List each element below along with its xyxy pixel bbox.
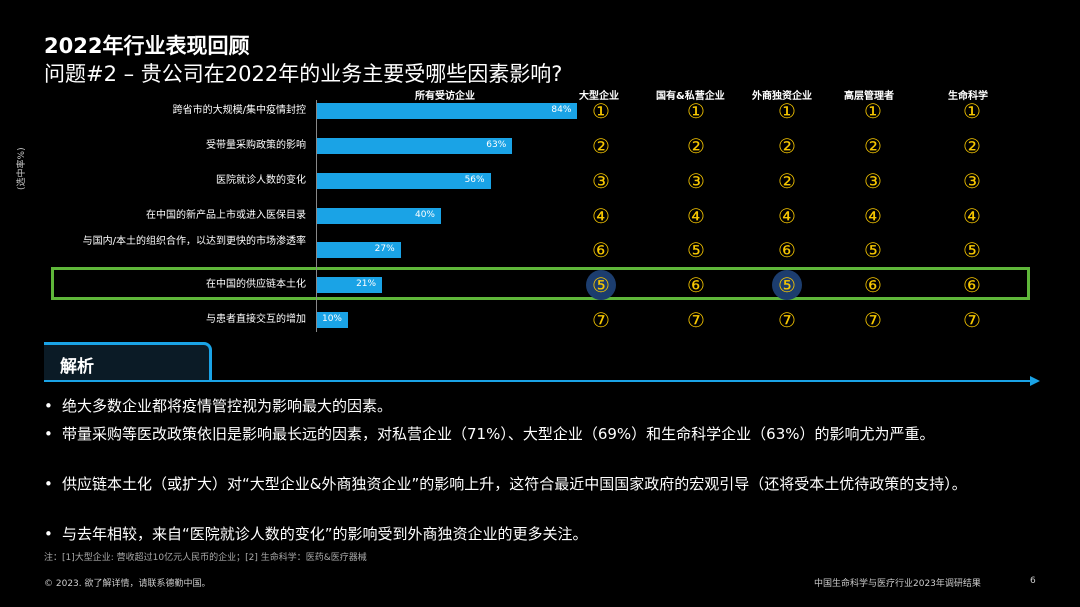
- y-axis-label: (选中率%): [17, 147, 27, 190]
- rank-marker: ⑥: [963, 273, 981, 297]
- column-header-state-private: 国有&私营企业: [656, 91, 725, 102]
- chart-axis-line: [316, 100, 317, 332]
- rank-marker: ⑥: [687, 273, 705, 297]
- highlight-box: [51, 267, 1030, 300]
- analysis-bullet-text: 与去年相较，来自“医院就诊人数的变化”的影响受到外商独资企业的更多关注。: [62, 525, 588, 543]
- analysis-bullet: • 与去年相较，来自“医院就诊人数的变化”的影响受到外商独资企业的更多关注。: [44, 523, 1044, 545]
- analysis-bullet: • 供应链本土化（或扩大）对“大型企业&外商独资企业”的影响上升，这符合最近中国…: [44, 473, 1044, 495]
- page-number: 6: [1030, 576, 1036, 586]
- rank-marker: ⑥: [864, 273, 882, 297]
- rank-marker: ②: [864, 134, 882, 158]
- rank-marker: ①: [864, 99, 882, 123]
- bar: 56%: [317, 173, 491, 189]
- column-header-large: 大型企业: [579, 91, 619, 102]
- analysis-bullet-text: 带量采购等医改政策依旧是影响最长远的因素，对私营企业（71%）、大型企业（69%…: [62, 425, 935, 443]
- category-label: 与患者直接交互的增加: [206, 314, 306, 325]
- column-header-life-science: 生命科学: [948, 91, 988, 102]
- rank-marker: ⑦: [687, 308, 705, 332]
- bar-value-label: 27%: [374, 244, 395, 254]
- rank-marker: ⑦: [778, 308, 796, 332]
- bullet-dot-icon: •: [44, 397, 53, 415]
- rank-marker: ⑤: [864, 238, 882, 262]
- rank-marker: ④: [687, 204, 705, 228]
- page-subtitle: 问题#2 – 贵公司在2022年的业务主要受哪些因素影响?: [44, 62, 563, 86]
- bar-value-label: 21%: [356, 279, 377, 289]
- rank-marker: ②: [778, 169, 796, 193]
- rank-marker: ①: [687, 99, 705, 123]
- footnote: 注：[1]大型企业: 营收超过10亿元人民币的企业；[2] 生命科学：医药&医疗…: [44, 553, 367, 563]
- bar: 27%: [317, 242, 401, 258]
- rank-marker: ②: [778, 134, 796, 158]
- analysis-bullet-text: 绝大多数企业都将疫情管控视为影响最大的因素。: [62, 397, 393, 415]
- rank-marker: ⑤: [772, 270, 802, 300]
- rank-marker: ③: [963, 169, 981, 193]
- analysis-bullet: • 带量采购等医改政策依旧是影响最长远的因素，对私营企业（71%）、大型企业（6…: [44, 423, 1044, 445]
- copyright: © 2023. 欲了解详情，请联系德勤中国。: [44, 579, 211, 589]
- analysis-bullet: • 绝大多数企业都将疫情管控视为影响最大的因素。: [44, 395, 1044, 417]
- category-label: 在中国的新产品上市或进入医保目录: [146, 210, 306, 221]
- rank-marker: ④: [778, 204, 796, 228]
- rank-marker: ⑤: [586, 270, 616, 300]
- rank-marker: ②: [592, 134, 610, 158]
- column-header-foreign: 外商独资企业: [752, 91, 812, 102]
- rank-marker: ①: [778, 99, 796, 123]
- rank-marker: ⑥: [778, 238, 796, 262]
- category-label: 医院就诊人数的变化: [216, 175, 306, 186]
- page-title: 2022年行业表现回顾: [44, 34, 250, 58]
- analysis-bullet-text: 供应链本土化（或扩大）对“大型企业&外商独资企业”的影响上升，这符合最近中国国家…: [62, 475, 967, 493]
- analysis-title: 解析: [60, 357, 94, 377]
- bar: 63%: [317, 138, 513, 154]
- rank-marker: ③: [864, 169, 882, 193]
- bar-value-label: 63%: [486, 140, 507, 150]
- analysis-arrow-icon: [1030, 376, 1040, 386]
- rank-marker: ①: [592, 99, 610, 123]
- bullet-dot-icon: •: [44, 425, 53, 443]
- rank-marker: ④: [963, 204, 981, 228]
- bar: 21%: [317, 277, 383, 293]
- rank-marker: ③: [687, 169, 705, 193]
- bar-value-label: 56%: [464, 175, 485, 185]
- source-note: 中国生命科学与医疗行业2023年调研结果: [814, 579, 981, 589]
- rank-marker: ④: [592, 204, 610, 228]
- bar-value-label: 10%: [321, 314, 342, 324]
- column-header-executives: 高层管理者: [844, 91, 894, 102]
- bar-value-label: 84%: [551, 105, 572, 115]
- category-label: 与国内/本土的组织合作，以达到更快的市场渗透率: [82, 236, 306, 247]
- rank-marker: ⑥: [592, 238, 610, 262]
- rank-marker: ⑦: [963, 308, 981, 332]
- rank-marker: ④: [864, 204, 882, 228]
- analysis-tab: [44, 342, 212, 380]
- column-header-all: 所有受访企业: [415, 91, 475, 102]
- rank-marker: ⑦: [864, 308, 882, 332]
- bullet-dot-icon: •: [44, 475, 53, 493]
- category-label: 在中国的供应链本土化: [206, 279, 306, 290]
- rank-marker: ⑦: [592, 308, 610, 332]
- rank-marker: ②: [687, 134, 705, 158]
- rank-marker: ⑤: [963, 238, 981, 262]
- bar: 40%: [317, 208, 441, 224]
- bar: 84%: [317, 103, 578, 119]
- analysis-divider: [44, 380, 1034, 382]
- rank-marker: ①: [963, 99, 981, 123]
- bar-value-label: 40%: [414, 210, 435, 220]
- category-label: 受带量采购政策的影响: [206, 140, 306, 151]
- category-label: 跨省市的大规模/集中疫情封控: [172, 105, 306, 116]
- rank-marker: ③: [592, 169, 610, 193]
- rank-marker: ②: [963, 134, 981, 158]
- bar: 10%: [317, 312, 348, 328]
- rank-marker: ⑤: [687, 238, 705, 262]
- bullet-dot-icon: •: [44, 525, 53, 543]
